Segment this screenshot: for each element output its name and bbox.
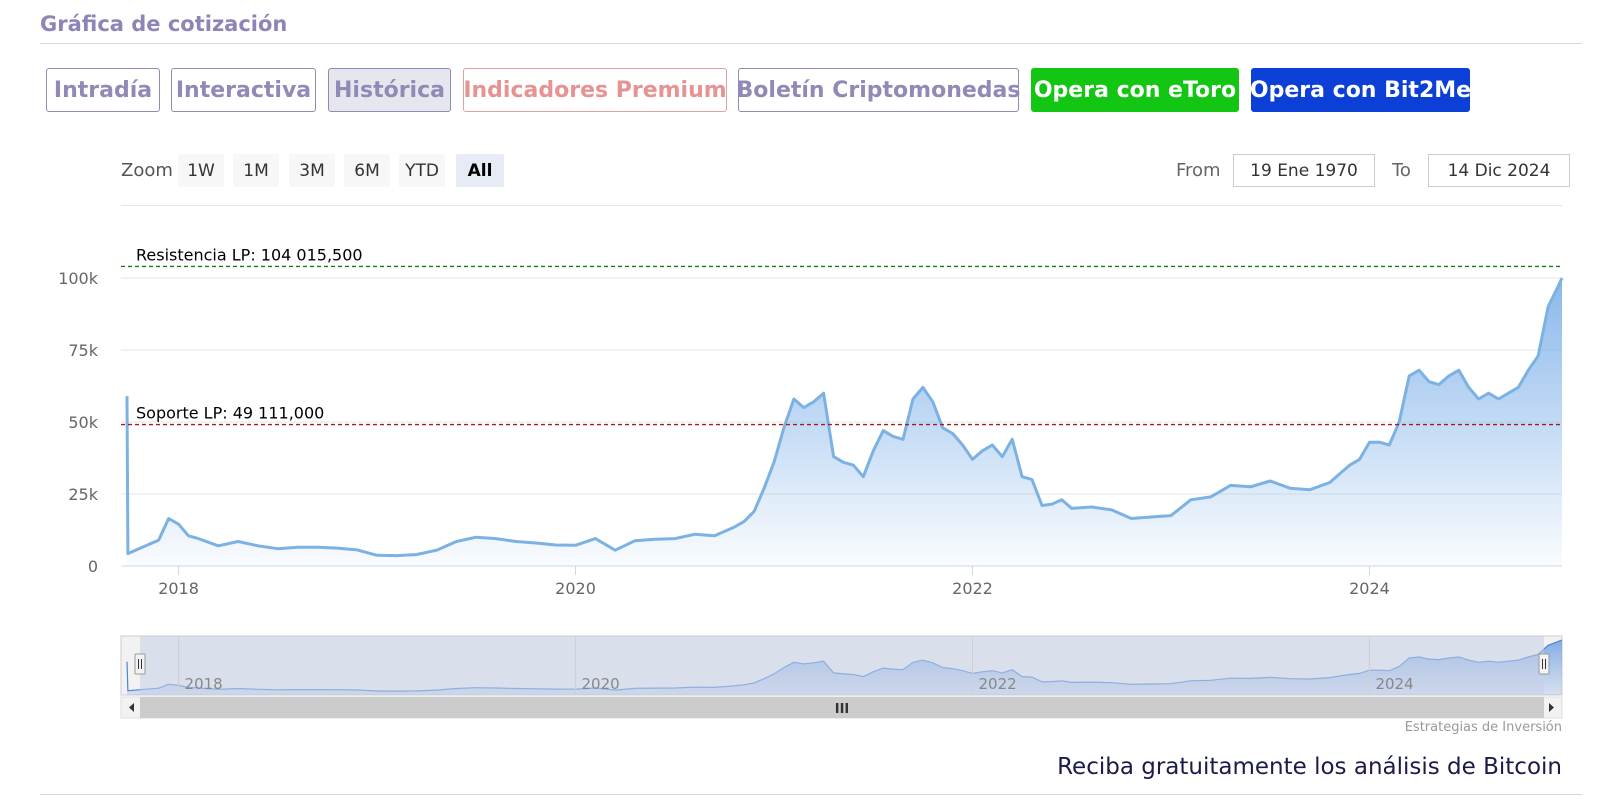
chart-top-divider — [121, 205, 1562, 206]
tab-intradia[interactable]: Intradía — [46, 68, 160, 112]
zoom-1w-button[interactable]: 1W — [178, 154, 224, 187]
y-tick-label: 50k — [68, 413, 98, 432]
navigator-series-line — [126, 639, 1563, 692]
scroll-left-arrow-icon[interactable] — [129, 703, 134, 712]
section-title: Gráfica de cotización — [40, 12, 288, 36]
chart-credits[interactable]: Estrategias de Inversión — [1404, 720, 1562, 735]
zoom-1m-button[interactable]: 1M — [233, 154, 279, 187]
x-tick-label: 2020 — [555, 579, 596, 598]
tab-boletin-criptomonedas[interactable]: Boletín Criptomonedas — [737, 68, 1020, 112]
navigator-right-handle[interactable] — [1538, 653, 1550, 675]
x-tick-label: 2022 — [952, 579, 993, 598]
navigator-left-handle[interactable] — [134, 653, 146, 675]
scroll-right-arrow-icon[interactable] — [1549, 703, 1554, 712]
x-tick-label: 2018 — [158, 579, 199, 598]
navigator-selection — [140, 636, 1544, 695]
zoom-label: Zoom — [121, 160, 173, 181]
tab-interactiva[interactable]: Interactiva — [171, 68, 316, 112]
range-from-label: From — [1176, 160, 1221, 181]
opera-bit2me-button[interactable]: Opera con Bit2Me — [1250, 68, 1471, 112]
zoom-3m-button[interactable]: 3M — [289, 154, 335, 187]
handle-body — [134, 653, 146, 675]
y-tick-label: 100k — [58, 269, 99, 288]
support-label: Soporte LP: 49 111,000 — [136, 404, 324, 423]
navigator-tick-label: 2020 — [582, 675, 620, 693]
tab-indicadores-premium[interactable]: Indicadores Premium — [463, 68, 727, 112]
zoom-all-button[interactable]: All — [456, 154, 504, 187]
navigator-background — [120, 635, 1563, 696]
zoom-ytd-button[interactable]: YTD — [399, 154, 445, 187]
handle-body — [1538, 653, 1550, 675]
range-to-label: To — [1392, 160, 1411, 181]
tab-historica[interactable]: Histórica — [328, 68, 451, 112]
opera-etoro-button[interactable]: Opera con eToro — [1031, 68, 1239, 112]
resistance-label: Resistencia LP: 104 015,500 — [136, 245, 363, 264]
zoom-6m-button[interactable]: 6M — [344, 154, 390, 187]
bottom-divider — [40, 794, 1582, 795]
scrollbar-thumb[interactable] — [140, 697, 1544, 718]
y-tick-label: 75k — [68, 341, 98, 360]
y-tick-label: 0 — [88, 557, 98, 576]
bitcoin-analysis-link[interactable]: Reciba gratuitamente los análisis de Bit… — [1057, 754, 1562, 780]
x-tick-label: 2024 — [1349, 579, 1390, 598]
navigator-series-area — [127, 640, 1562, 695]
navigator-tick-label: 2024 — [1375, 675, 1413, 693]
navigator-tick-label: 2018 — [185, 675, 223, 693]
navigator-tick-label: 2022 — [979, 675, 1017, 693]
y-tick-label: 25k — [68, 485, 98, 504]
range-to-input[interactable] — [1428, 154, 1570, 187]
title-divider — [40, 43, 1582, 44]
series-area — [127, 278, 1562, 566]
range-from-input[interactable] — [1233, 154, 1375, 187]
series-line — [125, 277, 1564, 558]
